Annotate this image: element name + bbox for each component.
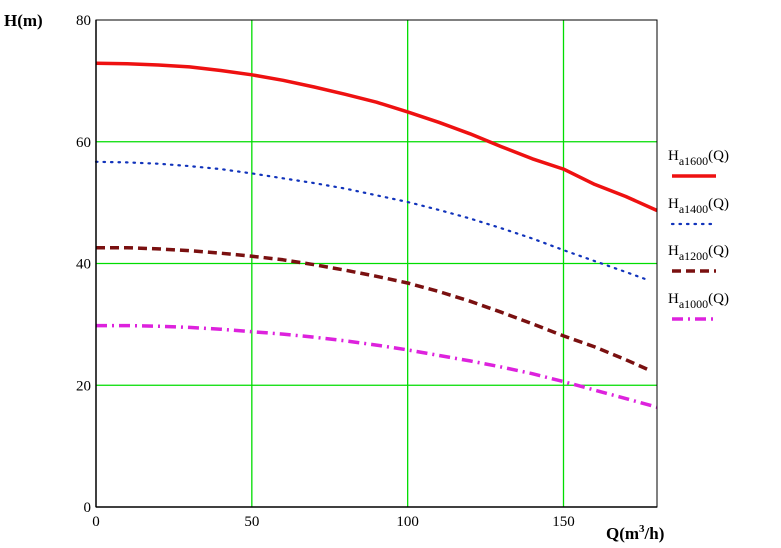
x-tick-label-0: 0	[92, 514, 100, 530]
y-tick-label-80: 80	[76, 13, 91, 29]
y-tick-label-0: 0	[84, 500, 92, 516]
series-layer	[94, 61, 658, 409]
x-tick-label-150: 150	[552, 514, 575, 530]
series-line-a1600	[95, 61, 658, 213]
x-tick-label-50: 50	[244, 514, 259, 530]
legend-label-a1400: Ha1400(Q)	[668, 196, 729, 216]
legend-label-a1200: Ha1200(Q)	[668, 243, 729, 263]
axes-frame	[95, 19, 658, 508]
x-tick-label-100: 100	[396, 514, 419, 530]
x-axis-label-base: Q(m	[606, 524, 639, 543]
x-axis-label: Q(m3/h)	[606, 523, 664, 543]
legend-label-a1600: Ha1600(Q)	[668, 148, 729, 168]
series-line-a1000	[96, 323, 658, 409]
x-axis-label-sup: 3	[639, 523, 645, 535]
x-axis-label-tail: /h)	[644, 524, 665, 543]
series-line-a1200	[96, 245, 649, 371]
legend-label-a1000: Ha1000(Q)	[668, 291, 729, 311]
legend: Ha1600(Q) Ha1400(Q) Ha1200(Q) Ha1000(Q)	[668, 148, 729, 321]
y-axis-label: H(m)	[4, 11, 43, 30]
y-tick-label-40: 40	[76, 257, 91, 273]
y-tick-label-60: 60	[76, 135, 91, 151]
series-line-a1400	[94, 160, 649, 281]
y-tick-label-20: 20	[76, 378, 91, 394]
tick-labels: 0 50 100 150 0 20 40 60 80	[76, 13, 575, 530]
grid-lines	[96, 20, 657, 507]
